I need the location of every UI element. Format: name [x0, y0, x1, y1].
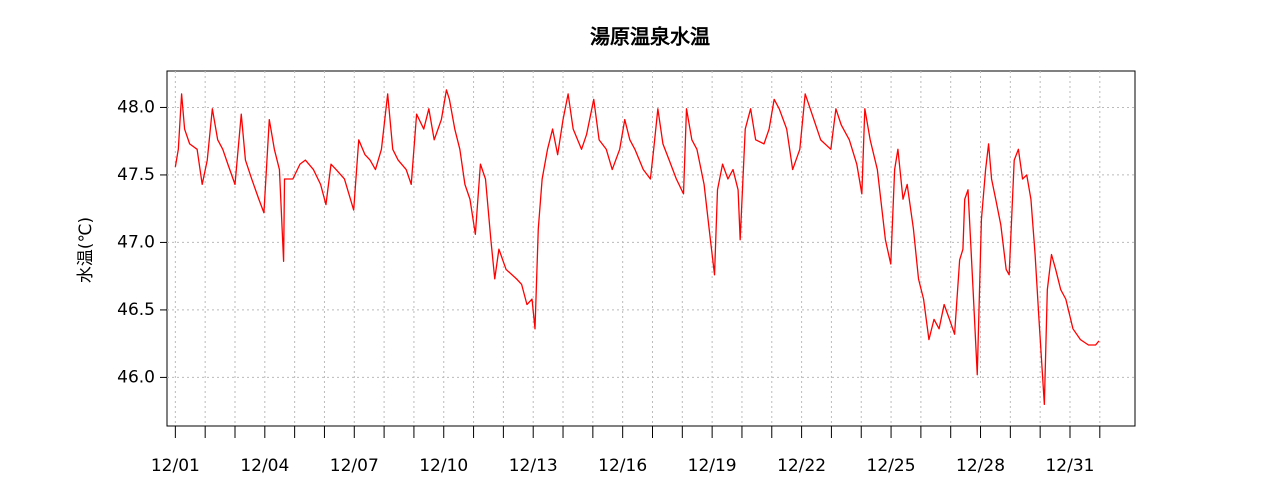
x-tick-label: 12/13 — [509, 456, 558, 476]
x-tick-label: 12/16 — [598, 456, 647, 476]
x-tick-label: 12/19 — [688, 456, 737, 476]
x-tick-label: 12/01 — [151, 456, 200, 476]
chart-title: 湯原温泉水温 — [590, 25, 710, 49]
x-tick-label: 12/28 — [956, 456, 1005, 476]
y-axis-label: 水温(℃) — [76, 217, 96, 283]
data-line — [174, 89, 1100, 406]
x-tick-label: 12/07 — [330, 456, 379, 476]
x-tick-label: 12/25 — [867, 456, 916, 476]
x-tick-label: 12/22 — [777, 456, 826, 476]
x-tick-label: 12/04 — [240, 456, 289, 476]
y-tick-label: 47.0 — [117, 232, 155, 252]
y-tick-label: 46.5 — [117, 300, 155, 320]
y-tick-label: 47.5 — [117, 165, 155, 185]
x-tick-label: 12/10 — [419, 456, 468, 476]
plot-frame — [166, 70, 1136, 427]
y-tick-label: 46.0 — [117, 367, 155, 387]
y-tick-label: 48.0 — [117, 97, 155, 117]
x-tick-label: 12/31 — [1045, 456, 1094, 476]
